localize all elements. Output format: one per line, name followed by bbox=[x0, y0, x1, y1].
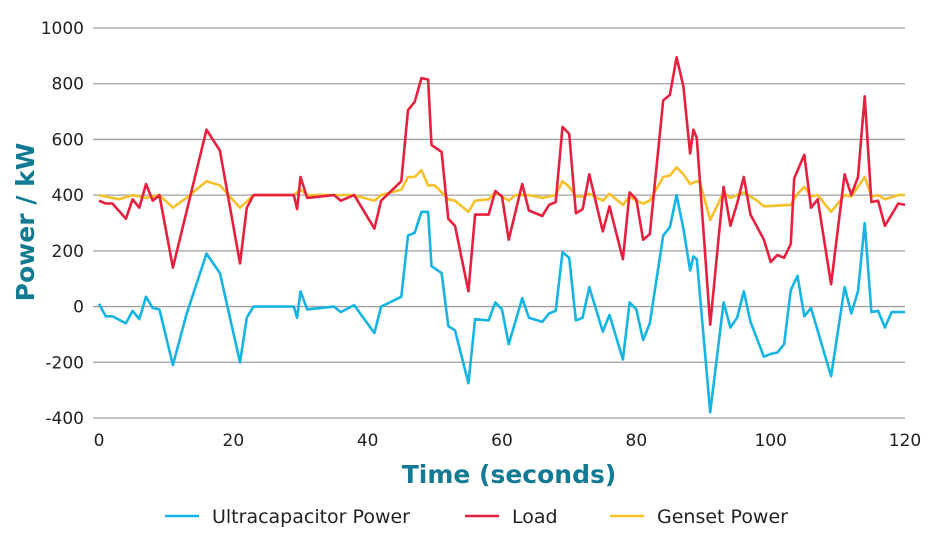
legend-item: Genset Power bbox=[610, 506, 788, 528]
y-tick-label: 400 bbox=[52, 186, 84, 206]
x-tick-label: 60 bbox=[491, 431, 513, 451]
x-axis-label: Time (seconds) bbox=[402, 460, 617, 489]
y-tick-label: 600 bbox=[52, 130, 84, 150]
series-line-genset-power bbox=[98, 166, 905, 222]
y-tick-label: -400 bbox=[45, 409, 84, 429]
x-tick-labels: 0 20 40 60 80 100 120 bbox=[94, 431, 922, 451]
legend-label: Ultracapacitor Power bbox=[212, 506, 410, 528]
y-tick-label: 0 bbox=[73, 298, 84, 318]
x-tick-label: 0 bbox=[94, 431, 105, 451]
y-tick-label: -200 bbox=[45, 353, 84, 373]
series-line-ultracapacitor-power bbox=[97, 193, 905, 414]
y-tick-labels: -400 -200 0 200 400 600 800 1000 bbox=[41, 19, 84, 429]
y-tick-label: 800 bbox=[52, 75, 84, 95]
x-tick-label: 80 bbox=[626, 431, 648, 451]
y-axis-label: Power / kW bbox=[11, 143, 40, 302]
y-tick-label: 200 bbox=[52, 242, 84, 262]
legend-label: Genset Power bbox=[657, 506, 788, 528]
legend-item: Ultracapacitor Power bbox=[165, 506, 410, 528]
series-line-load bbox=[98, 55, 906, 327]
x-tick-label: 120 bbox=[889, 431, 921, 451]
gridlines bbox=[93, 27, 905, 419]
x-tick-label: 20 bbox=[223, 431, 245, 451]
x-tick-label: 100 bbox=[754, 431, 786, 451]
legend-item: Load bbox=[465, 506, 558, 528]
y-tick-label: 1000 bbox=[41, 19, 84, 39]
legend: Ultracapacitor Power Load Genset Power bbox=[165, 506, 788, 528]
x-tick-label: 40 bbox=[357, 431, 379, 451]
series-lines bbox=[97, 55, 906, 414]
legend-label: Load bbox=[512, 506, 558, 528]
